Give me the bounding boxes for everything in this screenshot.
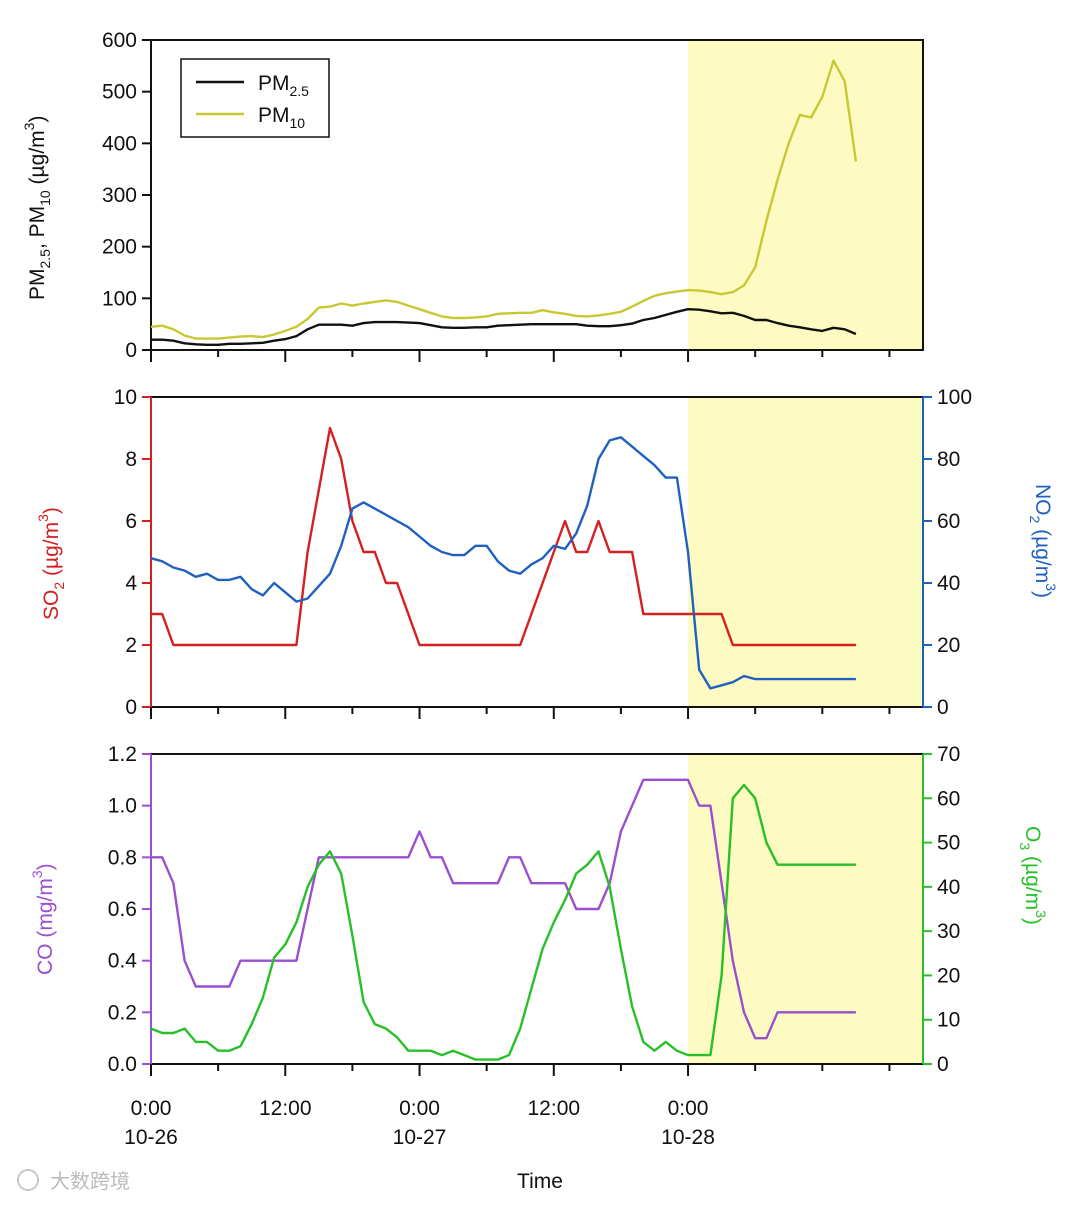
no2-axis-tick-label: 100 — [937, 386, 972, 409]
pm-axis-tick-label: 400 — [102, 132, 137, 155]
legend-box — [180, 58, 330, 138]
legend-label-pm25: PM2.5 — [258, 72, 309, 99]
series-line-no2 — [150, 436, 856, 690]
x-tick-date-label: 10-28 — [661, 1126, 715, 1149]
highlight-band-middle — [688, 397, 923, 707]
o3-axis-tick-label: 50 — [937, 832, 960, 855]
no2-axis-tick-label: 40 — [937, 572, 960, 595]
co-axis-tick-label: 0.6 — [108, 898, 137, 921]
o3-axis-tick-label: 70 — [937, 743, 960, 766]
o3-axis-tick-label: 0 — [937, 1053, 949, 1076]
highlight-band-bottom — [688, 754, 923, 1064]
legend-label-pm10: PM10 — [258, 104, 305, 131]
axis-labels: PM2.5, PM10 (µg/m3) SO2 (µg/m3) NO2 (µg/… — [21, 116, 1059, 1193]
pm-axis-tick-label: 300 — [102, 184, 137, 207]
xlabel: Time — [517, 1170, 563, 1193]
highlight-band-top — [688, 40, 923, 350]
pm-axis-tick-label: 0 — [125, 339, 137, 362]
watermark-text: 大数跨境 — [50, 1170, 130, 1193]
ylabel-no2: NO2 (µg/m3) — [1027, 484, 1059, 598]
co-axis-tick-label: 0.0 — [108, 1053, 137, 1076]
no2-axis-tick-label: 80 — [937, 448, 960, 471]
co-axis-tick-label: 1.2 — [108, 743, 137, 766]
series-line-so2 — [151, 426, 856, 647]
pm-axis-tick-label: 200 — [102, 236, 137, 259]
legend: PM2.5 PM10 — [180, 58, 330, 138]
x-tick-time-label: 0:00 — [399, 1097, 440, 1120]
so2-axis-tick-label: 0 — [125, 696, 137, 719]
co-axis-tick-label: 0.4 — [108, 950, 138, 973]
watermark: 大数跨境 — [17, 1169, 130, 1193]
series-line-o3 — [150, 783, 856, 1061]
series-line-pm10 — [150, 59, 858, 340]
so2-axis-tick-label: 8 — [125, 448, 137, 471]
co-axis-tick-label: 0.2 — [108, 1001, 137, 1024]
o3-axis-tick-label: 10 — [937, 1009, 960, 1032]
no2-axis-tick-label: 0 — [937, 696, 949, 719]
x-tick-date-label: 10-27 — [393, 1126, 447, 1149]
ylabel-o3: O3 (µg/m3) — [1017, 826, 1049, 925]
watermark-logo-icon — [17, 1169, 39, 1191]
pm-axis-tick-label: 600 — [102, 29, 137, 52]
o3-axis-tick-label: 20 — [937, 964, 960, 987]
o3-axis-tick-label: 40 — [937, 876, 960, 899]
so2-axis-tick-label: 10 — [114, 386, 137, 409]
co-axis-tick-label: 1.0 — [108, 795, 137, 818]
so2-axis-tick-label: 6 — [125, 510, 137, 533]
pm-axis-tick-label: 100 — [102, 287, 137, 310]
ticks-layer: 010020030040050060002468100204060801000.… — [102, 29, 972, 1149]
o3-axis-tick-label: 30 — [937, 920, 960, 943]
so2-axis-tick-label: 2 — [125, 634, 137, 657]
x-tick-time-label: 0:00 — [131, 1097, 172, 1120]
x-tick-time-label: 0:00 — [668, 1097, 709, 1120]
series-line-pm25 — [151, 308, 857, 346]
no2-axis-tick-label: 60 — [937, 510, 960, 533]
so2-axis-tick-label: 4 — [125, 572, 137, 595]
no2-axis-tick-label: 20 — [937, 634, 960, 657]
ylabel-pm: PM2.5, PM10 (µg/m3) — [21, 116, 53, 300]
highlight-bands — [688, 40, 923, 1064]
series-line-co — [151, 778, 856, 1040]
o3-axis-tick-label: 60 — [937, 787, 960, 810]
pm-axis-tick-label: 500 — [102, 81, 137, 104]
ylabel-co: CO (mg/m3) — [29, 863, 57, 975]
panel-frames — [150, 39, 924, 1065]
x-tick-time-label: 12:00 — [528, 1097, 581, 1120]
series-layer — [150, 59, 858, 1061]
x-tick-time-label: 12:00 — [259, 1097, 312, 1120]
x-tick-date-label: 10-26 — [124, 1126, 178, 1149]
ylabel-so2: SO2 (µg/m3) — [35, 507, 67, 620]
co-axis-tick-label: 0.8 — [108, 846, 137, 869]
